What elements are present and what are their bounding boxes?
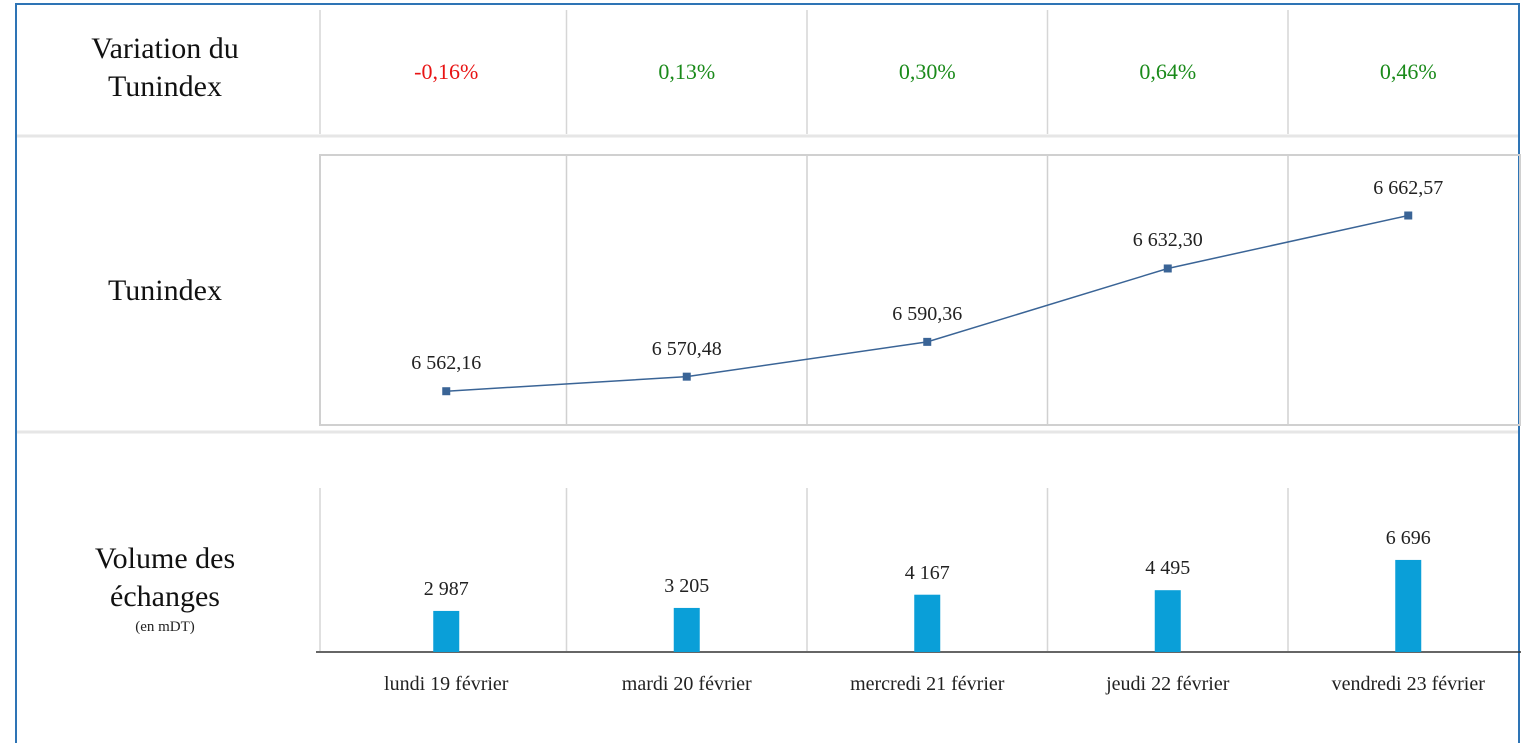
data-label: 3 205 [664, 574, 710, 597]
data-label: 2 987 [423, 577, 469, 600]
x-tick-label: mercredi 21 février [850, 673, 1005, 695]
variation-label: Variation du Tunindex [91, 32, 239, 103]
bar-chart-title: Volume des échanges [94, 542, 236, 613]
line-chart-title: Tunindex [108, 274, 222, 307]
line-chart-frame [319, 154, 1521, 426]
data-label: 6 562,16 [411, 352, 482, 375]
line-marker [923, 337, 932, 346]
variation-value: -0,16% [414, 59, 479, 84]
line-marker [682, 372, 691, 381]
x-tick-label: jeudi 22 février [1106, 673, 1230, 695]
bar [433, 610, 460, 652]
line-marker [1163, 264, 1172, 273]
bar [914, 594, 941, 652]
line-marker [1404, 211, 1413, 220]
data-label: 6 632,30 [1132, 229, 1203, 252]
data-label: 6 570,48 [651, 337, 722, 360]
data-label: 6 662,57 [1373, 176, 1444, 199]
bar [1395, 559, 1422, 652]
x-tick-label: mardi 20 février [621, 673, 752, 695]
line-marker [442, 387, 451, 396]
x-tick-label: vendredi 23 février [1331, 673, 1485, 695]
variation-value: 0,64% [1139, 59, 1197, 84]
bar [673, 607, 700, 652]
bar-chart-subtitle: (en mDT) [135, 619, 195, 635]
variation-value: 0,13% [658, 59, 716, 84]
variation-value: 0,46% [1379, 59, 1437, 84]
variation-value: 0,30% [898, 59, 956, 84]
data-label: 4 167 [904, 561, 950, 584]
data-label: 4 495 [1145, 557, 1191, 580]
data-label: 6 590,36 [892, 302, 963, 325]
data-label: 6 696 [1385, 526, 1431, 549]
bar [1154, 590, 1181, 652]
x-tick-label: lundi 19 février [384, 673, 509, 695]
